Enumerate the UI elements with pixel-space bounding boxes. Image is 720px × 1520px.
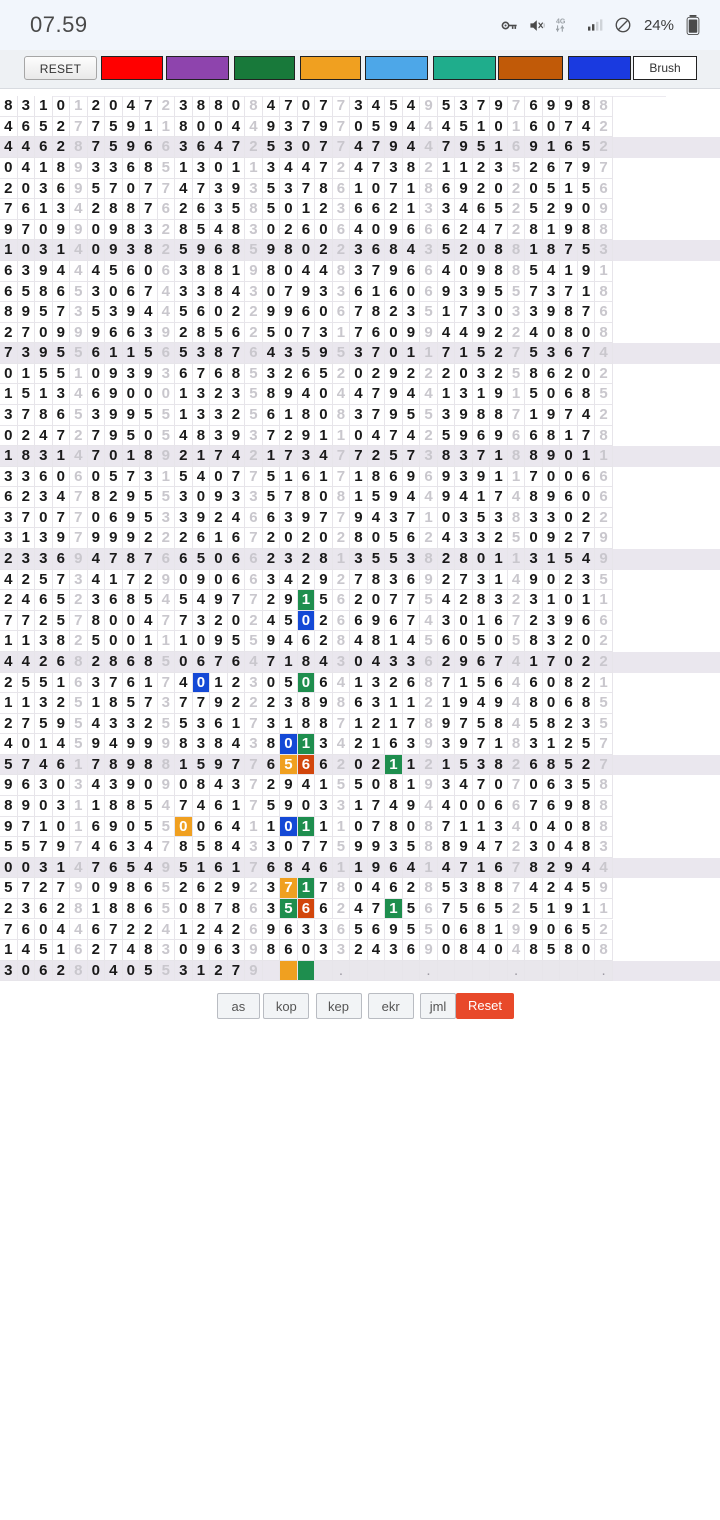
svg-text:4G: 4G bbox=[556, 18, 566, 25]
